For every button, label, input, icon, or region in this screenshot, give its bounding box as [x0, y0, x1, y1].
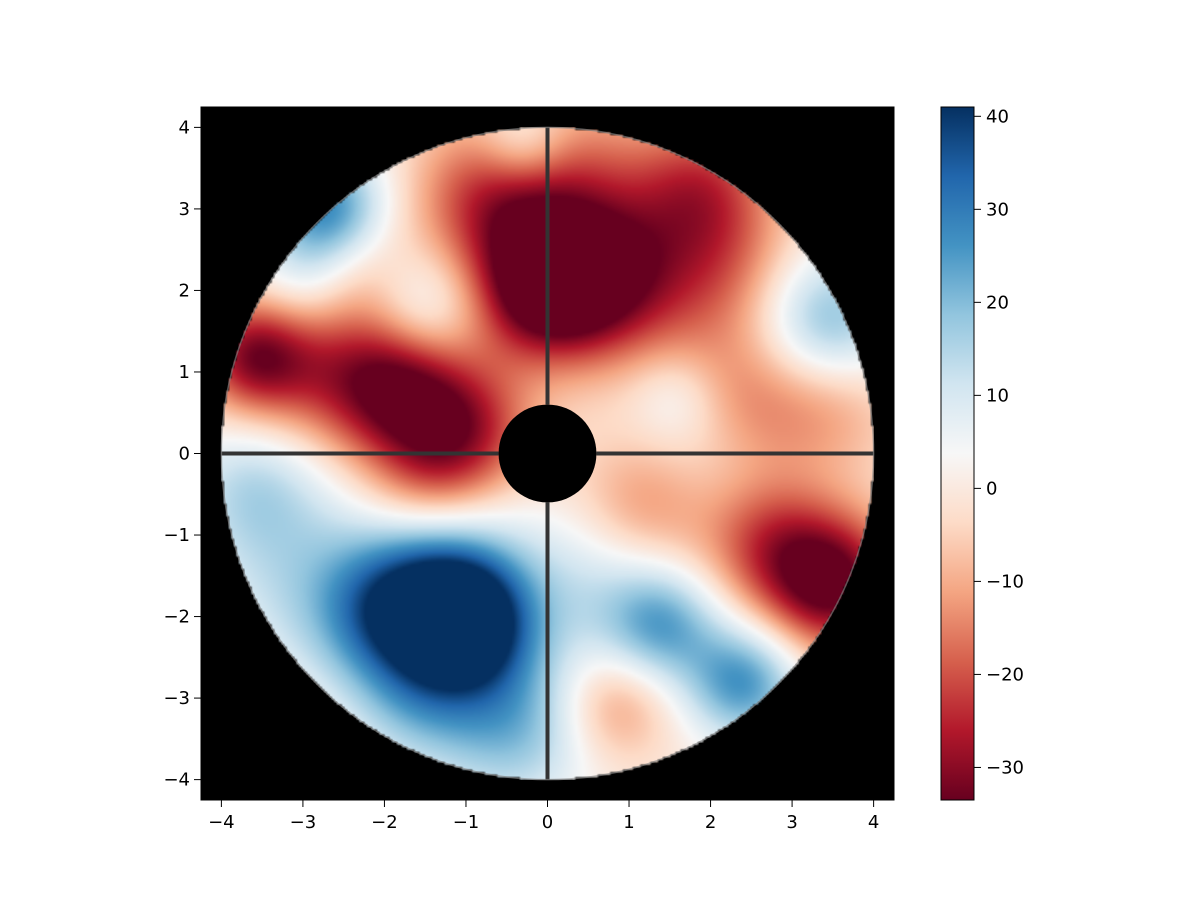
central-obscuration [498, 404, 597, 503]
y-tick-label: −2 [163, 607, 190, 628]
x-axis-ticks: −4 −3 −2 −1 0 1 2 3 4 [208, 800, 879, 833]
y-tick-label: 4 [179, 117, 190, 138]
colorbar-ticks: 40 30 20 10 0 −10 −20 −30 [974, 106, 1024, 778]
x-tick-label: −3 [290, 812, 317, 833]
colorbar-tick-label: 20 [986, 292, 1009, 313]
colorbar-tick-label: −20 [986, 664, 1024, 685]
x-tick-label: 3 [786, 812, 797, 833]
plot-axes: −4 −3 −2 −1 0 1 2 3 4 −4 −3 −2 −1 0 1 2 3 4 [163, 106, 895, 833]
colorbar-tick-label: −10 [986, 571, 1024, 592]
y-tick-label: −3 [163, 688, 190, 709]
y-tick-label: −1 [163, 525, 190, 546]
colorbar-tick-label: 40 [986, 106, 1009, 127]
pupil-edge [220, 126, 875, 781]
y-tick-label: 3 [179, 199, 190, 220]
colorbar-tick-label: 10 [986, 385, 1009, 406]
y-axis-ticks: −4 −3 −2 −1 0 1 2 3 4 [163, 117, 201, 791]
x-tick-label: 1 [623, 812, 634, 833]
x-tick-label: −1 [453, 812, 480, 833]
x-tick-label: 4 [868, 812, 879, 833]
x-tick-label: −2 [371, 812, 398, 833]
pupil-overlay [220, 126, 875, 781]
colorbar-gradient [940, 106, 975, 801]
colorbar-tick-label: 0 [986, 478, 997, 499]
x-tick-label: −4 [208, 812, 235, 833]
x-tick-label: 2 [705, 812, 716, 833]
y-tick-label: 0 [179, 444, 190, 465]
x-tick-label: 0 [542, 812, 553, 833]
colorbar-tick-label: −30 [986, 757, 1024, 778]
y-tick-label: −4 [163, 770, 190, 791]
y-tick-label: 1 [179, 362, 190, 383]
colorbar: 40 30 20 10 0 −10 −20 −30 [940, 106, 1024, 801]
y-tick-label: 2 [179, 280, 190, 301]
colorbar-tick-label: 30 [986, 199, 1009, 220]
